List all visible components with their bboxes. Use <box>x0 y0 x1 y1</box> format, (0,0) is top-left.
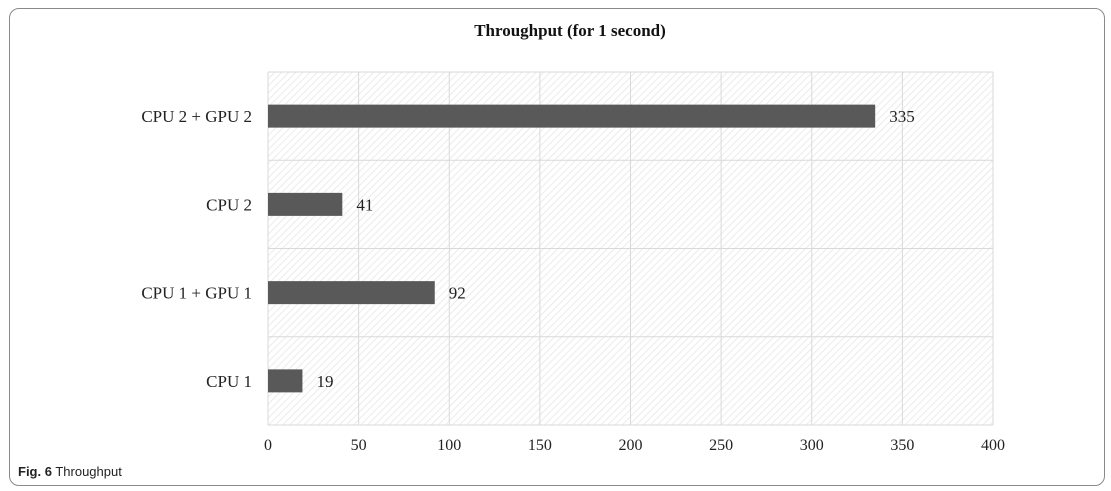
bar <box>268 104 876 128</box>
bar <box>268 369 303 393</box>
x-tick-label: 400 <box>981 437 1005 454</box>
x-tick-label: 200 <box>619 437 643 454</box>
x-tick-label: 150 <box>528 437 552 454</box>
data-labels: 335 41 92 19 <box>316 107 914 391</box>
grid-lines <box>267 71 994 426</box>
x-tick-label: 50 <box>351 437 367 454</box>
x-axis-ticks: 0 50 100 150 200 250 300 350 400 <box>264 437 1005 454</box>
bars <box>268 104 876 393</box>
chart-title: Throughput (for 1 second) <box>474 21 666 40</box>
data-label: 41 <box>356 195 373 214</box>
bar <box>268 281 435 305</box>
x-tick-label: 350 <box>890 437 914 454</box>
x-tick-label: 100 <box>437 437 461 454</box>
category-label: CPU 2 + GPU 2 <box>141 107 252 126</box>
x-tick-label: 300 <box>800 437 824 454</box>
data-label: 335 <box>889 107 915 126</box>
category-label: CPU 2 <box>206 195 252 214</box>
data-label: 19 <box>316 372 333 391</box>
category-label: CPU 1 <box>206 372 252 391</box>
data-label: 92 <box>449 284 466 303</box>
figure-caption-text: Throughput <box>55 464 122 479</box>
x-tick-label: 0 <box>264 437 272 454</box>
bar <box>268 192 343 216</box>
figure-caption: Fig. 6 Throughput <box>18 464 122 479</box>
category-labels: CPU 2 + GPU 2 CPU 2 CPU 1 + GPU 1 CPU 1 <box>141 107 252 391</box>
figure-number: Fig. 6 <box>18 464 52 479</box>
category-label: CPU 1 + GPU 1 <box>141 284 252 303</box>
x-tick-label: 250 <box>709 437 733 454</box>
